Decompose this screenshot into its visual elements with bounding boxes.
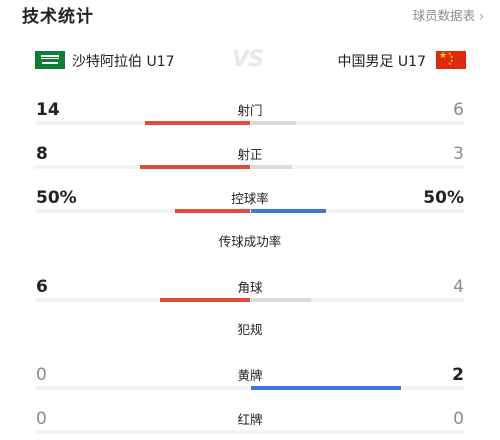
stat-bar-track bbox=[35, 121, 465, 125]
away-stat-bar bbox=[251, 165, 292, 169]
home-stat-value: 0 bbox=[36, 365, 47, 385]
home-stat-value: 6 bbox=[36, 277, 48, 297]
chevron-right-icon: › bbox=[479, 7, 484, 25]
stat-bar-track bbox=[35, 209, 465, 213]
stat-bar-track bbox=[35, 165, 465, 169]
away-stat-value: 6 bbox=[453, 100, 464, 120]
home-stat-value: 0 bbox=[36, 409, 47, 429]
stat-row: 50% 控球率 50% bbox=[0, 188, 500, 232]
away-stat-bar bbox=[251, 209, 326, 213]
stat-row: 8 射正 3 bbox=[0, 144, 500, 188]
stat-label: 控球率 bbox=[231, 191, 269, 206]
away-stat-bar bbox=[251, 121, 296, 125]
stat-row: 传球成功率 bbox=[0, 233, 500, 277]
home-stat-bar bbox=[160, 298, 250, 302]
away-stat-value: 0 bbox=[453, 409, 464, 429]
away-stat-value: 4 bbox=[453, 277, 464, 297]
saudi-arabia-flag-icon bbox=[35, 51, 65, 69]
home-team-name: 沙特阿拉伯 U17 bbox=[72, 54, 175, 70]
stat-label: 犯规 bbox=[237, 322, 263, 337]
stat-bar-track bbox=[35, 298, 465, 302]
home-stat-value: 50% bbox=[36, 188, 77, 208]
vs-label: VS bbox=[232, 47, 264, 72]
stat-row: 6 角球 4 bbox=[0, 277, 500, 321]
away-stat-value: 50% bbox=[423, 188, 464, 208]
china-flag-icon: ★ ★ ★ ★ ★ bbox=[436, 51, 466, 69]
section-title: 技术统计 bbox=[22, 7, 94, 27]
player-stats-link[interactable]: 球员数据表 › bbox=[412, 5, 484, 25]
stats-header: 技术统计 球员数据表 › bbox=[0, 0, 500, 27]
away-stat-bar bbox=[251, 298, 311, 302]
stat-label: 角球 bbox=[237, 280, 263, 295]
stat-row: 0 红牌 0 bbox=[0, 409, 500, 440]
teams-row: 沙特阿拉伯 U17 VS 中国男足 U17 ★ ★ ★ ★ ★ bbox=[0, 46, 500, 74]
home-stat-value: 14 bbox=[36, 100, 60, 120]
away-stat-bar bbox=[251, 386, 401, 390]
player-stats-link-label: 球员数据表 bbox=[412, 8, 476, 23]
stat-label: 红牌 bbox=[237, 412, 263, 427]
home-stat-bar bbox=[140, 165, 250, 169]
away-team-name: 中国男足 U17 bbox=[337, 54, 426, 70]
stat-row: 犯规 bbox=[0, 321, 500, 365]
away-stat-value: 3 bbox=[453, 144, 464, 164]
stat-label: 射正 bbox=[237, 147, 263, 162]
stat-row: 14 射门 6 bbox=[0, 100, 500, 144]
home-stat-bar bbox=[145, 121, 250, 125]
stat-row: 0 黄牌 2 bbox=[0, 365, 500, 409]
home-stat-bar bbox=[175, 209, 250, 213]
stat-label: 射门 bbox=[237, 103, 263, 118]
stat-bar-track bbox=[35, 386, 465, 390]
home-stat-value: 8 bbox=[36, 144, 48, 164]
stat-label: 传球成功率 bbox=[218, 234, 282, 249]
stat-bar-track bbox=[35, 430, 465, 434]
away-stat-value: 2 bbox=[452, 365, 464, 385]
stat-label: 黄牌 bbox=[237, 368, 263, 383]
